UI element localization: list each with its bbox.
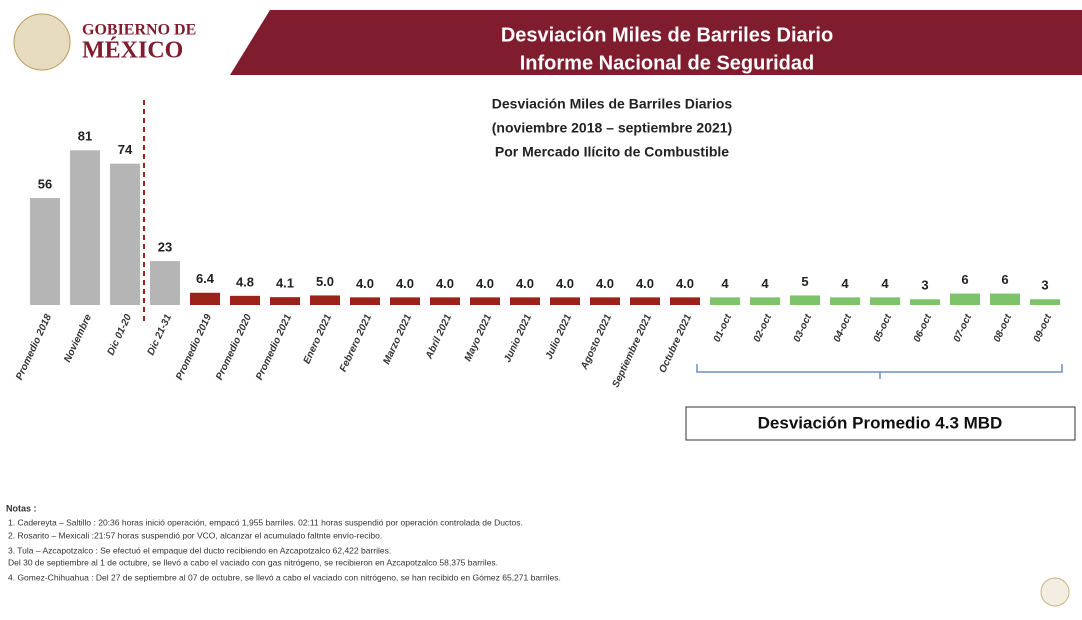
value-label: 5 (801, 274, 808, 289)
bar (390, 297, 420, 305)
value-label: 4.0 (396, 276, 414, 291)
value-label: 4 (721, 276, 729, 291)
value-label: 4.0 (476, 276, 494, 291)
value-label: 4.0 (676, 276, 694, 291)
bar (190, 292, 220, 305)
value-label: 6 (961, 272, 968, 287)
bar (830, 297, 860, 305)
watermark-logo (1040, 577, 1070, 607)
chart-title: (noviembre 2018 – septiembre 2021) (492, 120, 732, 136)
chart-title: Por Mercado Ilícito de Combustible (495, 144, 729, 160)
org-line1: GOBIERNO DE (82, 22, 196, 39)
bar (990, 293, 1020, 305)
logo (13, 13, 71, 71)
value-label: 3 (1041, 278, 1048, 293)
value-label: 4 (841, 276, 849, 291)
value-label: 81 (78, 129, 92, 144)
header-band (230, 10, 1082, 75)
value-label: 4 (761, 276, 769, 291)
org-line2: MÉXICO (82, 38, 183, 64)
bar (870, 297, 900, 305)
bar (510, 297, 540, 305)
value-label: 6 (1001, 272, 1008, 287)
bar (30, 198, 60, 305)
note: 4. Gomez-Chihuahua : Del 27 de septiembr… (8, 572, 561, 582)
value-label: 4.1 (276, 276, 294, 291)
value-label: 5.0 (316, 274, 334, 289)
value-label: 4.0 (356, 276, 374, 291)
note: 2. Rosarito – Mexicali :21:57 horas susp… (8, 530, 382, 540)
bar (470, 297, 500, 305)
note: 3. Tula – Azcapotzalco : Se efectuó el e… (8, 545, 391, 555)
bar (270, 297, 300, 305)
slide-title: Desviación Miles de Barriles Diario (501, 24, 833, 46)
value-label: 6.4 (196, 271, 215, 286)
bar (710, 297, 740, 305)
slide-subtitle: Informe Nacional de Seguridad (520, 52, 815, 74)
bar (110, 163, 140, 305)
bar (350, 297, 380, 305)
value-label: 4.0 (436, 276, 454, 291)
chart-title: Desviación Miles de Barriles Diarios (492, 96, 733, 112)
note: Del 30 de septiembre al 1 de octubre, se… (8, 557, 498, 567)
value-label: 4.0 (596, 276, 614, 291)
note: 1. Cadereyta – Saltillo : 20:36 horas in… (8, 517, 523, 527)
value-label: 56 (38, 176, 52, 191)
bar (670, 297, 700, 305)
bracket (696, 364, 1063, 379)
bar (230, 295, 260, 305)
value-label: 23 (158, 240, 172, 255)
bar (630, 297, 660, 305)
bar (1030, 299, 1060, 305)
bar (310, 295, 340, 305)
value-label: 4.0 (556, 276, 574, 291)
bar (750, 297, 780, 305)
bar (790, 295, 820, 305)
bar (70, 150, 100, 305)
value-label: 4.8 (236, 274, 254, 289)
bar (950, 293, 980, 305)
bar (550, 297, 580, 305)
annotation-box (685, 406, 1076, 441)
value-label: 3 (921, 278, 928, 293)
annotation: Desviación Promedio 4.3 MBD (758, 413, 1003, 432)
bar (430, 297, 460, 305)
value-label: 4.0 (636, 276, 654, 291)
bar (150, 261, 180, 305)
bar (910, 299, 940, 305)
value-label: 4.0 (516, 276, 534, 291)
notes-heading: Notas : (6, 503, 37, 513)
value-label: 74 (118, 142, 133, 157)
bar (590, 297, 620, 305)
value-label: 4 (881, 276, 889, 291)
